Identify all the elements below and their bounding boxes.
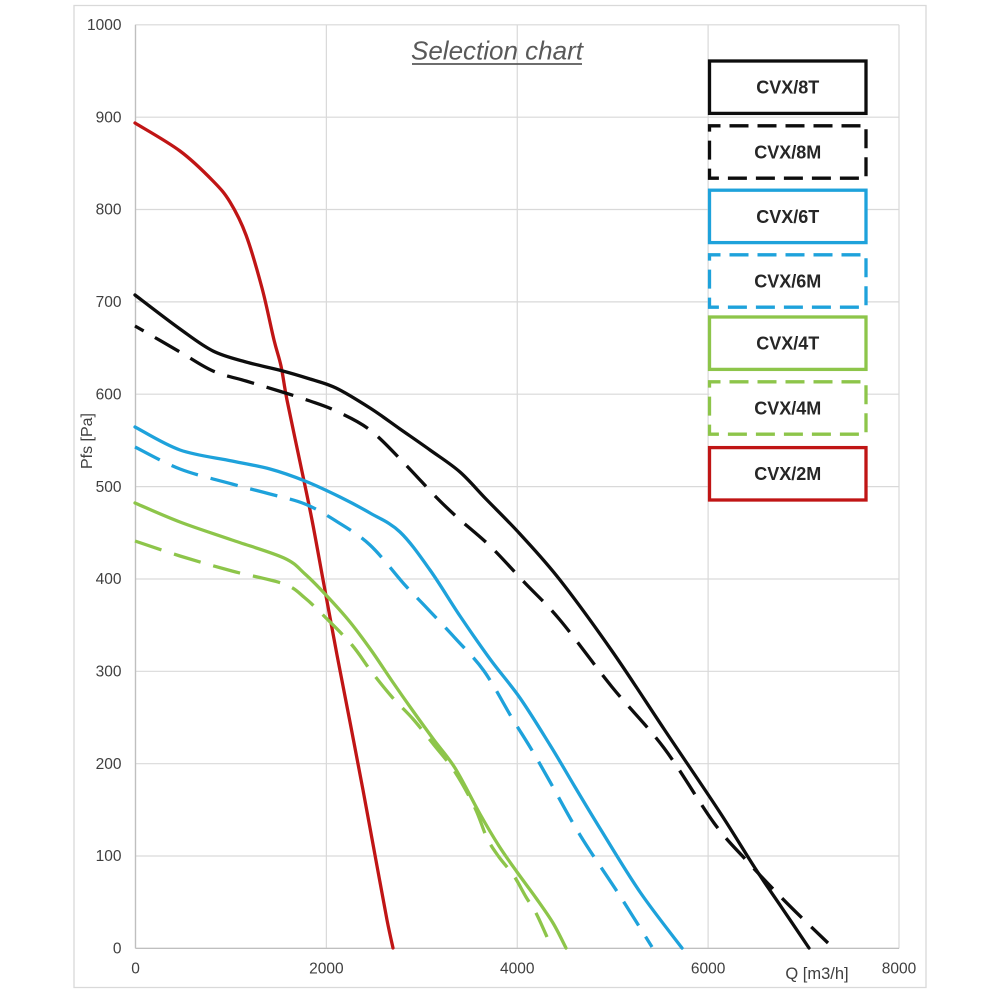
svg-text:800: 800 — [96, 202, 122, 219]
svg-text:CVX/4T: CVX/4T — [756, 334, 819, 354]
svg-text:CVX/4M: CVX/4M — [754, 398, 821, 418]
svg-text:200: 200 — [96, 756, 122, 773]
svg-text:Q [m3/h]: Q [m3/h] — [785, 965, 848, 983]
svg-text:300: 300 — [96, 664, 122, 681]
svg-text:100: 100 — [96, 848, 122, 865]
svg-text:400: 400 — [96, 571, 122, 588]
svg-text:8000: 8000 — [882, 961, 917, 978]
svg-text:6000: 6000 — [691, 961, 726, 978]
svg-text:900: 900 — [96, 109, 122, 126]
svg-text:Pfs [Pa]: Pfs [Pa] — [79, 413, 96, 469]
svg-text:600: 600 — [96, 386, 122, 403]
svg-text:0: 0 — [131, 961, 140, 978]
svg-text:4000: 4000 — [500, 961, 535, 978]
svg-text:500: 500 — [96, 479, 122, 496]
svg-text:CVX/8M: CVX/8M — [754, 142, 821, 162]
svg-text:CVX/2M: CVX/2M — [754, 464, 821, 484]
svg-text:CVX/6M: CVX/6M — [754, 271, 821, 291]
svg-text:1000: 1000 — [87, 17, 122, 34]
svg-text:0: 0 — [113, 941, 122, 958]
svg-text:2000: 2000 — [309, 961, 344, 978]
svg-text:CVX/8T: CVX/8T — [756, 78, 819, 98]
svg-text:CVX/6T: CVX/6T — [756, 207, 819, 227]
svg-text:700: 700 — [96, 294, 122, 311]
svg-text:Selection chart: Selection chart — [411, 36, 585, 66]
